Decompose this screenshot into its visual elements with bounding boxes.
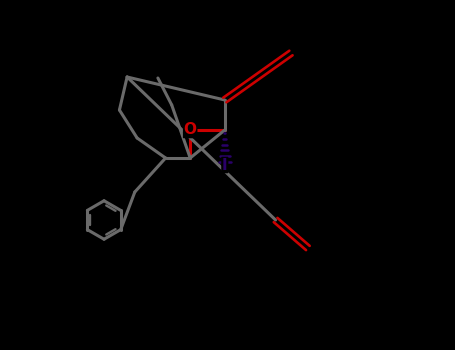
Text: I: I xyxy=(222,158,228,173)
Text: O: O xyxy=(184,122,197,138)
